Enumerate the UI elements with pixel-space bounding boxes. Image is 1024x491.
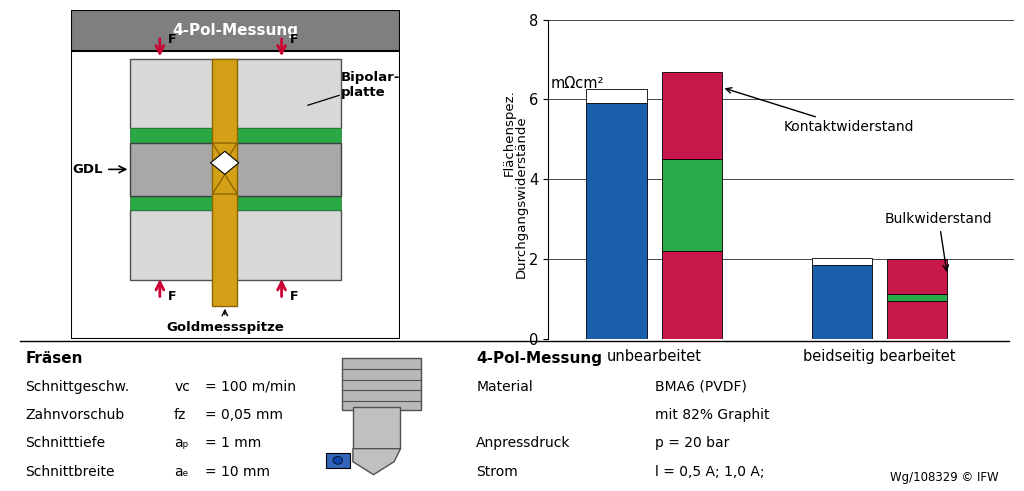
Text: Schnittgeschw.: Schnittgeschw.: [26, 380, 130, 394]
Text: Anpressdruck: Anpressdruck: [476, 436, 570, 451]
Text: Bipolar-
platte: Bipolar- platte: [341, 72, 400, 100]
Bar: [812, 258, 872, 265]
Text: aₚ: aₚ: [174, 436, 188, 451]
Bar: [587, 89, 646, 104]
Text: Goldmessspitze: Goldmessspitze: [166, 321, 284, 334]
Text: = 100 m/min: = 100 m/min: [205, 380, 296, 394]
Text: Wg/108329 © IFW: Wg/108329 © IFW: [890, 471, 998, 484]
Text: Material: Material: [476, 380, 532, 394]
Text: Schnitttiefe: Schnitttiefe: [26, 436, 105, 451]
Text: = 0,05 mm: = 0,05 mm: [205, 408, 283, 422]
Bar: [130, 143, 341, 196]
Text: p = 20 bar: p = 20 bar: [655, 436, 730, 451]
Bar: [662, 159, 722, 251]
Text: Flächenspez.: Flächenspez.: [503, 89, 515, 176]
Bar: [887, 294, 947, 301]
Text: F: F: [168, 33, 176, 46]
Text: aₑ: aₑ: [174, 465, 188, 479]
Text: F: F: [290, 290, 298, 302]
Polygon shape: [213, 143, 238, 163]
Bar: [71, 10, 400, 51]
Text: = 1 mm: = 1 mm: [205, 436, 261, 451]
Bar: [887, 301, 947, 339]
Bar: [130, 128, 341, 143]
Text: 4-Pol-Messung: 4-Pol-Messung: [476, 351, 602, 366]
Text: Zahnvorschub: Zahnvorschub: [26, 408, 125, 422]
Text: vᴄ: vᴄ: [174, 380, 190, 394]
Text: mΩcm²: mΩcm²: [550, 76, 604, 91]
Text: BMA6 (PVDF): BMA6 (PVDF): [655, 380, 748, 394]
Bar: [130, 211, 341, 279]
Text: fᴢ: fᴢ: [174, 408, 186, 422]
Text: GDL: GDL: [73, 163, 126, 176]
Polygon shape: [211, 151, 239, 174]
Text: 4-Pol-Messung: 4-Pol-Messung: [172, 23, 299, 38]
Bar: [130, 196, 341, 211]
Circle shape: [333, 457, 343, 464]
Text: mit 82% Graphit: mit 82% Graphit: [655, 408, 770, 422]
Bar: [662, 72, 722, 159]
Bar: [587, 104, 646, 339]
Text: Bulkwiderstand: Bulkwiderstand: [885, 212, 992, 271]
Text: F: F: [290, 33, 298, 46]
Polygon shape: [353, 449, 400, 475]
Bar: [353, 407, 400, 449]
Text: Strom: Strom: [476, 465, 518, 479]
Bar: [887, 259, 947, 294]
Bar: [812, 265, 872, 339]
Text: = 10 mm: = 10 mm: [205, 465, 269, 479]
Bar: [342, 357, 421, 409]
Bar: [213, 59, 238, 306]
Polygon shape: [213, 174, 238, 194]
Bar: [326, 453, 349, 468]
Text: Durchgangswiderstände: Durchgangswiderstände: [515, 115, 527, 278]
Text: Kontaktwiderstand: Kontaktwiderstand: [726, 88, 914, 135]
Bar: [662, 251, 722, 339]
Text: l = 0,5 A; 1,0 A;: l = 0,5 A; 1,0 A;: [655, 465, 765, 479]
Text: F: F: [168, 290, 176, 302]
Text: Schnittbreite: Schnittbreite: [26, 465, 115, 479]
Text: Fräsen: Fräsen: [26, 351, 83, 366]
Bar: [130, 59, 341, 128]
